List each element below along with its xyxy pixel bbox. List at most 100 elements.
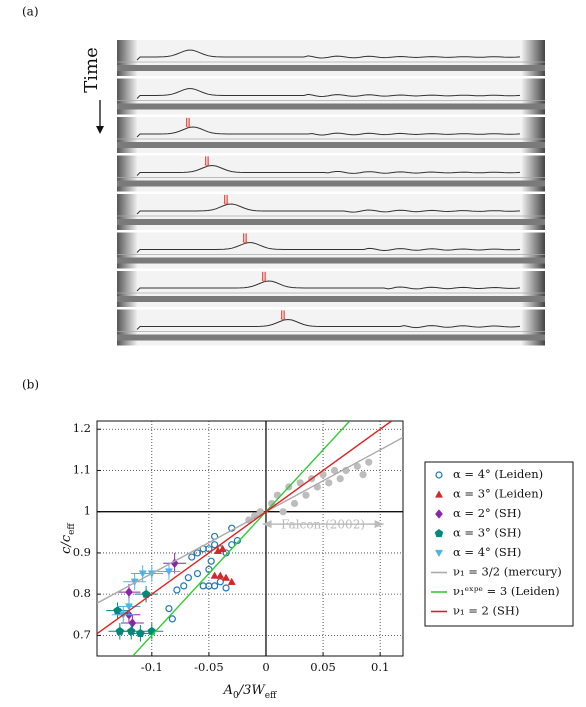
legend-box — [424, 461, 574, 627]
marker-arrow: ⇓ — [277, 309, 289, 325]
marker — [210, 571, 219, 579]
marker — [434, 490, 444, 498]
wave — [136, 280, 521, 292]
annotation-arrow-head — [262, 520, 272, 529]
fit-line — [132, 421, 351, 656]
marker — [124, 603, 133, 611]
wave — [136, 49, 521, 61]
wave — [136, 126, 521, 138]
marker — [165, 604, 173, 613]
x-tick-label: 0.05 — [310, 660, 336, 674]
x-axis-label-part: /3W — [237, 683, 267, 698]
marker — [279, 508, 287, 516]
x-tick-label: 0.1 — [371, 660, 389, 674]
y-tick-label: 0.7 — [73, 627, 91, 641]
x-axis-label: A0/3Weff — [223, 683, 277, 701]
marker — [173, 586, 181, 594]
marker — [273, 491, 282, 499]
marker-arrow: ⇓ — [201, 155, 213, 171]
legend-label: ν₁ = 3/2 (mercury) — [453, 565, 562, 579]
x-axis-label-part: A — [223, 683, 233, 698]
legend-label: α = 2° (SH) — [453, 506, 521, 520]
marker — [222, 584, 230, 592]
marker — [435, 471, 443, 479]
rod — [117, 65, 545, 71]
panel-label: (a) — [22, 5, 39, 19]
marker — [199, 582, 207, 590]
marker — [188, 553, 196, 561]
marker — [205, 545, 213, 553]
rod — [117, 334, 545, 341]
wave — [136, 203, 521, 215]
y-tick-label: 1.2 — [73, 421, 91, 435]
x-axis-label-part: 0 — [233, 691, 239, 701]
marker — [359, 470, 367, 479]
marker — [164, 568, 173, 576]
annotation: Falcon (2002) — [281, 518, 365, 532]
annotation-arrow-head — [374, 520, 384, 529]
marker — [211, 582, 219, 590]
rod — [117, 180, 545, 187]
marker — [193, 549, 202, 557]
panel-label: (b) — [22, 378, 39, 392]
plot-frame — [96, 420, 404, 657]
marker — [434, 528, 444, 538]
marker — [290, 499, 299, 508]
fit-line — [97, 421, 392, 635]
x-tick-label: 0 — [262, 660, 269, 674]
marker — [136, 628, 145, 637]
marker-arrow: ⇓ — [220, 193, 232, 209]
marker — [128, 618, 137, 628]
marker-arrow: ⇓ — [239, 232, 251, 248]
marker — [221, 573, 231, 581]
marker-arrow: ⇓ — [182, 116, 194, 132]
marker — [125, 587, 133, 597]
wave — [136, 318, 521, 330]
marker — [184, 574, 192, 582]
wave — [136, 164, 521, 176]
marker — [325, 479, 333, 487]
plot-area — [97, 421, 403, 656]
marker — [216, 578, 224, 586]
legend-label: α = 4° (Leiden) — [453, 467, 543, 481]
marker — [227, 577, 236, 585]
legend-label: α = 3° (Leiden) — [453, 487, 543, 501]
marker — [193, 569, 202, 578]
marker — [147, 626, 157, 635]
marker — [218, 544, 227, 552]
legend-label: α = 3° (SH) — [453, 526, 521, 540]
x-axis-label-part: eff — [265, 691, 277, 701]
plot: -0.1 -0.05 0 0.05 0.10.70.80.911.11.2A0/3Wef… — [59, 420, 404, 701]
marker — [216, 571, 225, 579]
marker — [296, 479, 304, 487]
marker — [435, 509, 443, 519]
marker — [207, 557, 215, 565]
marker — [319, 470, 327, 479]
wave — [136, 242, 521, 253]
fit-line — [97, 436, 403, 604]
y-tick-label: 0.8 — [73, 586, 91, 600]
rod — [117, 296, 545, 302]
wave — [136, 88, 521, 99]
marker — [330, 466, 339, 475]
y-tick-label: 1 — [84, 504, 91, 518]
legend-label: ν₁ᵉˣᵖᵉ = 3 (Leiden) — [453, 584, 560, 598]
marker — [434, 549, 444, 558]
marker — [126, 626, 136, 635]
marker — [268, 499, 276, 508]
x-tick-label: -0.1 — [141, 660, 163, 674]
marker-arrow: ⇓ — [258, 270, 270, 286]
y-axis-label-part: eff — [67, 523, 77, 535]
rod — [117, 103, 545, 110]
y-axis-label: c/ceff — [59, 523, 77, 554]
rod — [117, 219, 545, 225]
marker — [211, 541, 219, 549]
marker — [302, 491, 310, 499]
marker — [365, 458, 373, 466]
y-tick-label: 0.9 — [73, 545, 91, 559]
time-label: Time — [81, 47, 102, 92]
marker — [168, 615, 176, 623]
time-arrow-head — [96, 126, 104, 134]
photo-strips: ⇓ ⇓ ⇓ ⇓ ⇓ ⇓ — [117, 40, 545, 346]
